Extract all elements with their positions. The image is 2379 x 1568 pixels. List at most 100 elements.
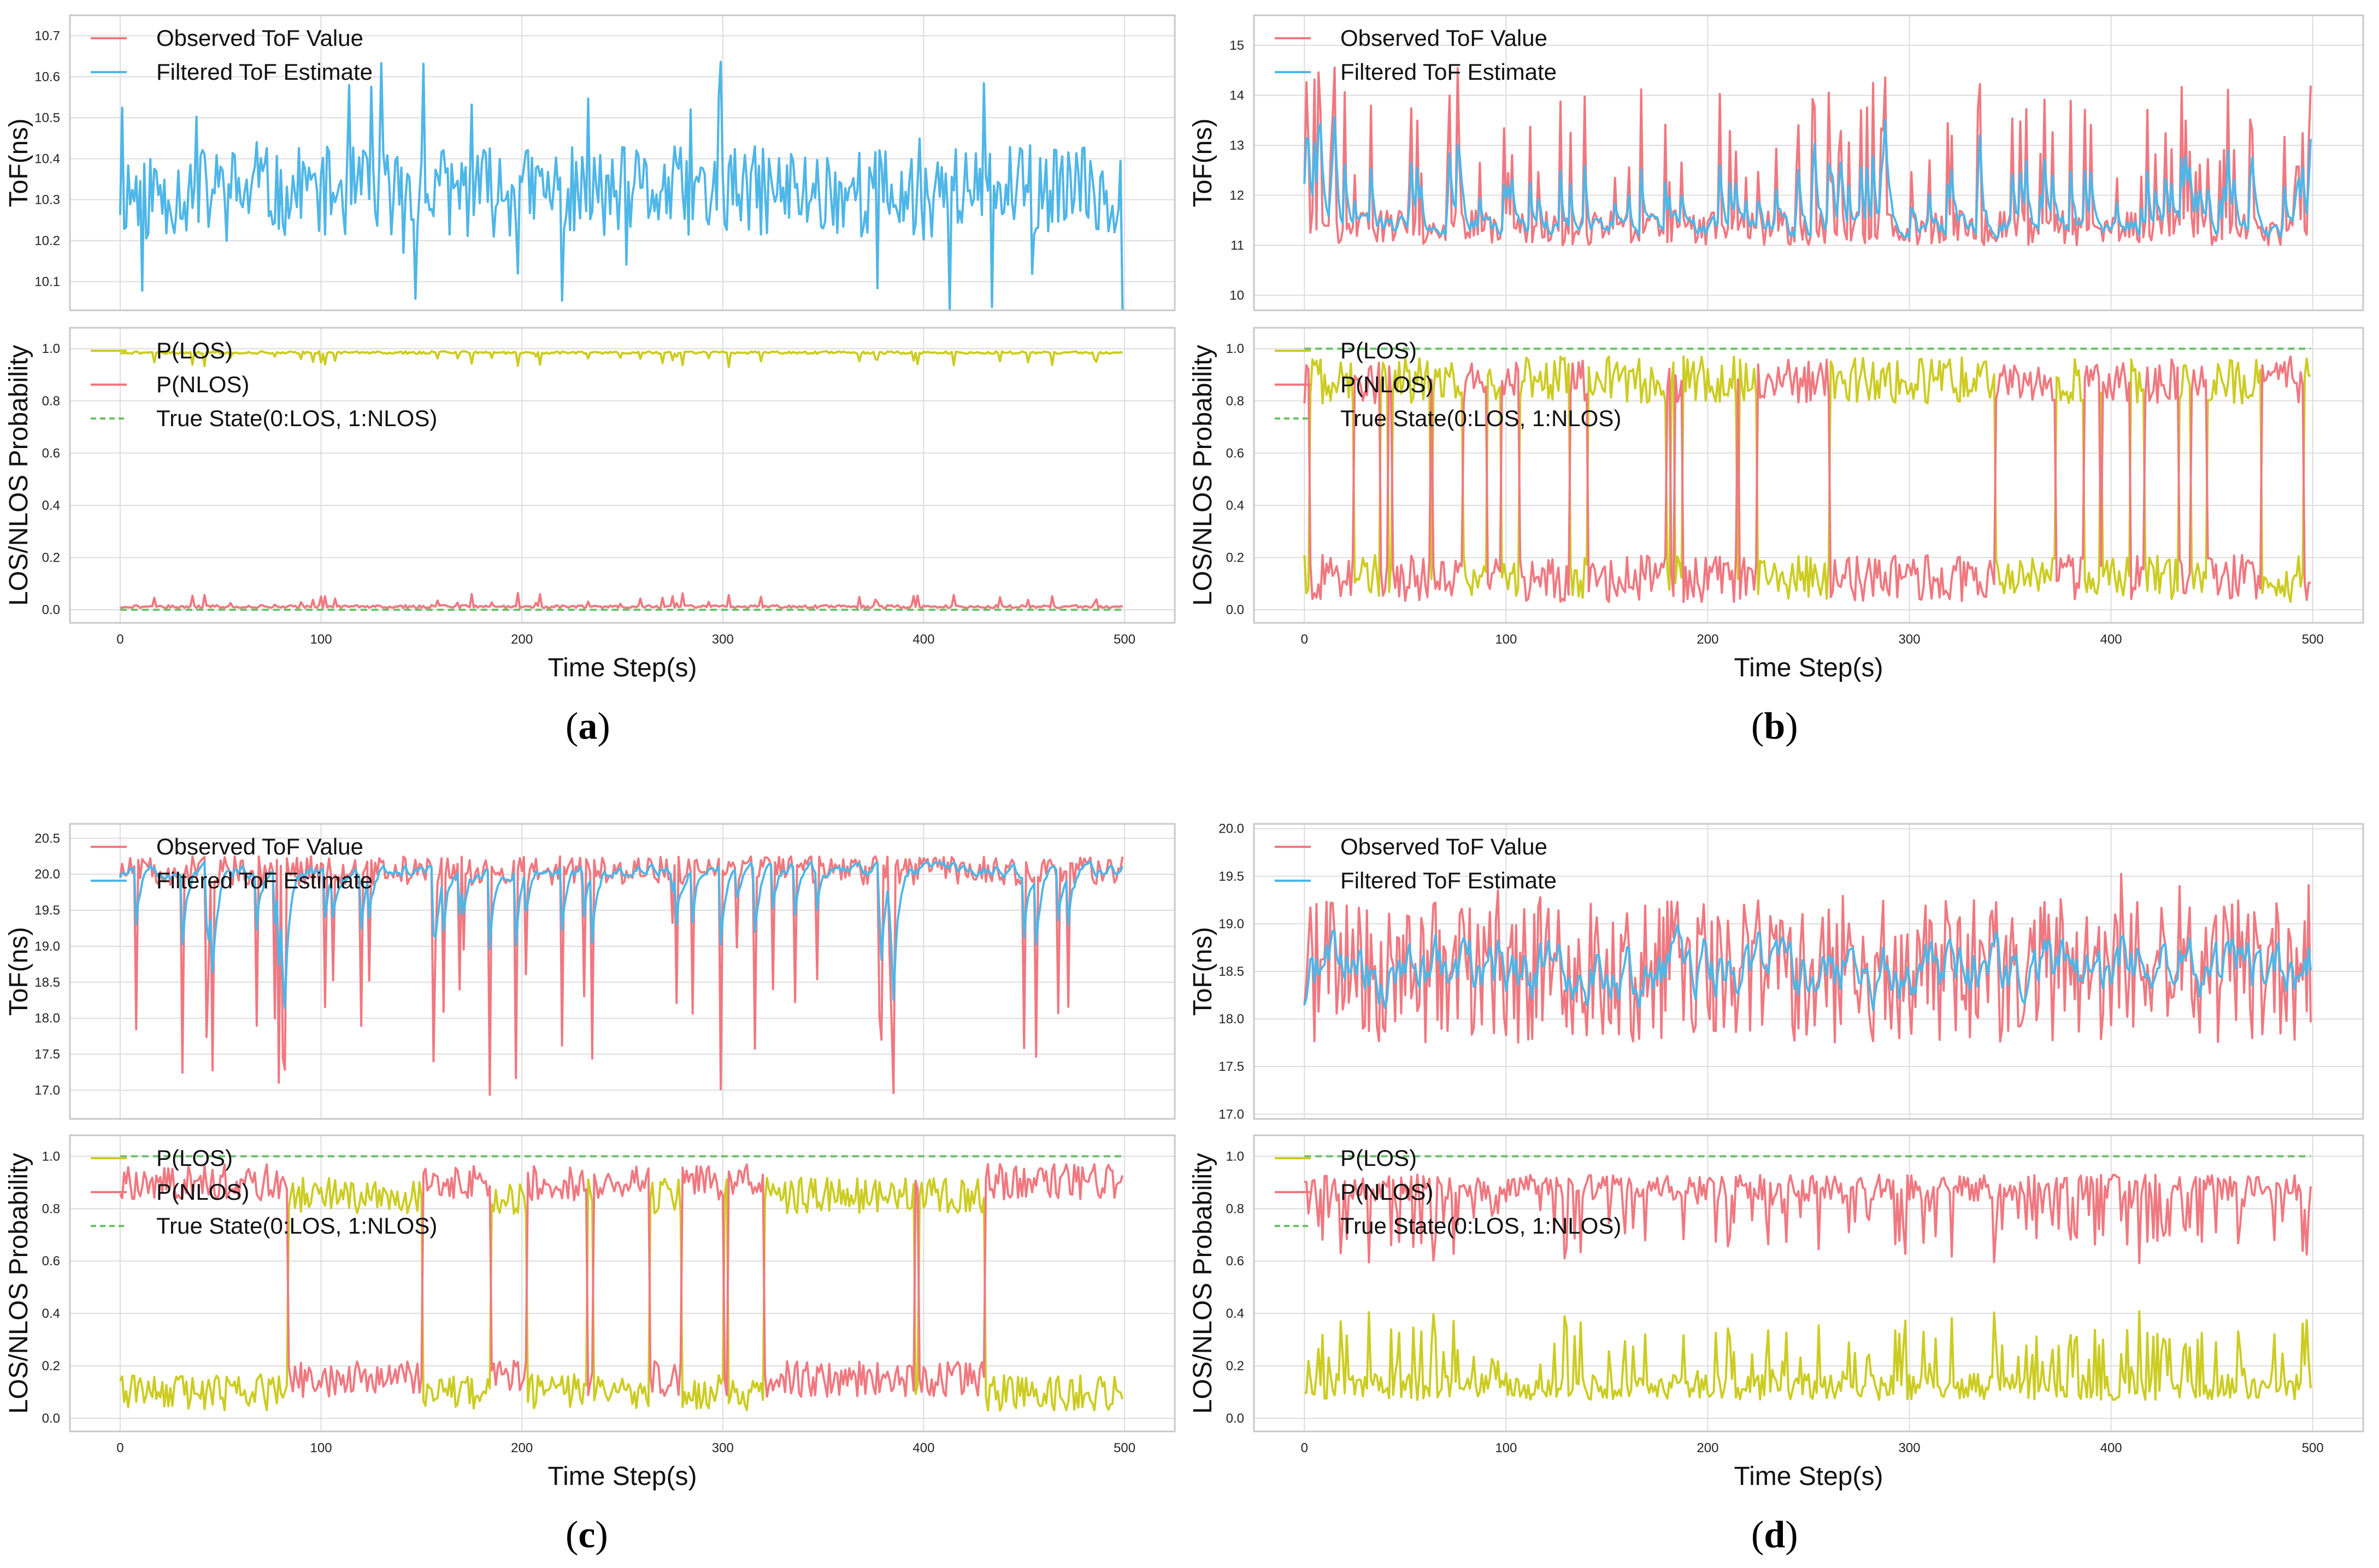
y-tick-label: 10.1 xyxy=(34,275,60,290)
y-tick-label: 0.6 xyxy=(1226,1254,1244,1269)
x-axis-label: Time Step(s) xyxy=(1734,653,1883,682)
x-tick-label: 500 xyxy=(1114,632,1135,647)
y-tick-label: 0.8 xyxy=(42,1201,60,1216)
x-tick-label: 100 xyxy=(310,1441,332,1455)
chart-d-top: 17.0 17.5 18.0 18.5 19.0 19.5 20.0 ToF(ns) Obser… xyxy=(1188,822,2364,1122)
y-tick-label: 1.0 xyxy=(42,1149,60,1164)
y-tick-label: 10 xyxy=(1229,288,1244,303)
grid xyxy=(70,1135,1175,1431)
y-tick-label: 0.8 xyxy=(42,394,60,409)
legend-label: True State(0:LOS, 1:NLOS) xyxy=(1340,1213,1621,1239)
y-tick-label: 14 xyxy=(1229,88,1244,103)
legend: Observed ToF Value Filtered ToF Estimate xyxy=(1275,834,1557,893)
y-tick-label: 0.0 xyxy=(1226,603,1244,617)
x-tick-label: 300 xyxy=(712,632,734,647)
y-tick-label: 18.0 xyxy=(1218,1012,1244,1027)
legend-label: P(NLOS) xyxy=(1340,1179,1433,1205)
legend-label: Observed ToF Value xyxy=(1340,25,1547,51)
series-line-p-nlos- xyxy=(1304,1174,2312,1265)
y-axis-label: ToF(ns) xyxy=(4,119,33,208)
legend-label: P(LOS) xyxy=(156,1145,233,1171)
legend-label: P(NLOS) xyxy=(1340,372,1433,397)
x-tick-label: 200 xyxy=(1697,632,1718,647)
legend-label: Filtered ToF Estimate xyxy=(1340,59,1557,85)
x-tick-label: 500 xyxy=(2302,1441,2324,1455)
series-line-p-los- xyxy=(1304,1310,2312,1401)
y-tick-label: 19.0 xyxy=(1218,917,1244,932)
y-tick-label: 11 xyxy=(1230,238,1244,253)
y-tick-label: 0.6 xyxy=(1226,446,1244,461)
series-line-p-los- xyxy=(120,350,1123,368)
series-line-p-nlos- xyxy=(1303,355,2311,603)
chart-a-top: 10.1 10.2 10.3 10.4 10.5 10.6 10.7 ToF(ns) Obser… xyxy=(4,14,1176,311)
legend-label: True State(0:LOS, 1:NLOS) xyxy=(1340,405,1621,431)
y-tick-label: 15 xyxy=(1229,38,1244,53)
x-tick-label: 0 xyxy=(1301,1441,1308,1455)
y-tick-label: 10.3 xyxy=(34,193,60,208)
legend-label: P(LOS) xyxy=(156,338,233,363)
y-tick-label: 13 xyxy=(1229,138,1244,153)
plot-frame xyxy=(69,327,1176,624)
x-tick-label: 300 xyxy=(712,1441,734,1455)
legend: P(LOS) P(NLOS) True State(0:LOS, 1:NLOS) xyxy=(1275,338,1621,431)
plot-frame xyxy=(1253,1134,2364,1433)
y-tick-label: 0.4 xyxy=(42,498,60,513)
y-tick-label: 0.6 xyxy=(42,1254,60,1269)
legend-label: True State(0:LOS, 1:NLOS) xyxy=(156,405,437,431)
y-tick-label: 10.5 xyxy=(34,111,60,126)
x-tick-label: 500 xyxy=(2302,632,2324,647)
y-tick-label: 17.0 xyxy=(34,1083,60,1098)
y-axis-label: ToF(ns) xyxy=(1188,119,1217,208)
y-tick-label: 1.0 xyxy=(1226,341,1244,356)
x-tick-label: 400 xyxy=(912,1441,934,1455)
legend-label: Observed ToF Value xyxy=(156,25,363,51)
y-tick-label: 17.0 xyxy=(1218,1107,1244,1122)
plot-frame xyxy=(1253,327,2364,624)
y-tick-label: 17.5 xyxy=(1218,1059,1244,1074)
chart-d-bottom: 0.0 0.2 0.4 0.6 0.8 1.0 0 100 200 300 400 500 Time S… xyxy=(1188,1134,2364,1491)
x-axis-label: Time Step(s) xyxy=(1734,1462,1883,1491)
y-tick-label: 19.5 xyxy=(34,903,60,918)
y-axis-label: LOS/NLOS Probability xyxy=(1188,345,1217,606)
panel-label-c: (c) xyxy=(566,1514,608,1556)
y-tick-label: 10.2 xyxy=(34,234,60,249)
legend-label: P(NLOS) xyxy=(156,1179,249,1205)
legend-label: Observed ToF Value xyxy=(1340,834,1547,859)
y-tick-label: 0.0 xyxy=(1226,1411,1244,1426)
y-tick-label: 1.0 xyxy=(1226,1149,1244,1164)
y-tick-label: 19.0 xyxy=(34,939,60,954)
y-axis-label: LOS/NLOS Probability xyxy=(1188,1153,1217,1414)
y-tick-label: 0.4 xyxy=(1226,1306,1244,1321)
x-tick-label: 0 xyxy=(1301,632,1308,647)
panel-label-d: (d) xyxy=(1751,1514,1798,1556)
y-tick-label: 10.6 xyxy=(34,70,60,85)
series-line-observed-tof-value xyxy=(1303,66,2312,246)
x-tick-label: 200 xyxy=(511,1441,533,1455)
y-tick-label: 0.6 xyxy=(42,446,60,461)
series-line-observed-tof-value xyxy=(1303,873,2312,1044)
chart-b-top: 10 11 12 13 14 15 ToF(ns) Observed ToF Value Fil… xyxy=(1188,14,2364,311)
y-axis-label: LOS/NLOS Probability xyxy=(4,1153,33,1414)
grid xyxy=(70,328,1175,623)
legend: Observed ToF Value Filtered ToF Estimate xyxy=(91,25,373,85)
series-line-p-los- xyxy=(1303,355,2311,603)
grid xyxy=(1254,824,2363,1119)
y-tick-label: 10.4 xyxy=(34,152,60,167)
chart-c-top: 17.0 17.5 18.0 18.5 19.0 19.5 20.0 20.5 ToF(ns) O… xyxy=(4,823,1176,1120)
legend-label: P(LOS) xyxy=(1340,1145,1417,1171)
y-tick-label: 0.4 xyxy=(42,1306,60,1321)
series-line-filtered-tof-estimate xyxy=(1303,116,2312,239)
x-axis-label: Time Step(s) xyxy=(548,1462,697,1491)
y-axis-label: ToF(ns) xyxy=(1188,927,1217,1016)
series-line-filtered-tof-estimate xyxy=(119,61,1124,311)
x-tick-label: 200 xyxy=(511,632,533,647)
legend-label: True State(0:LOS, 1:NLOS) xyxy=(156,1213,437,1239)
legend: Observed ToF Value Filtered ToF Estimate xyxy=(1275,25,1557,85)
y-tick-label: 0.0 xyxy=(42,603,60,617)
x-tick-label: 0 xyxy=(116,1441,123,1455)
legend-label: P(LOS) xyxy=(1340,338,1417,363)
legend: P(LOS) P(NLOS) True State(0:LOS, 1:NLOS) xyxy=(91,338,437,431)
y-tick-label: 0.8 xyxy=(1226,394,1244,409)
chart-c-bottom: 0.0 0.2 0.4 0.6 0.8 1.0 0 100 200 300 400 500 Time S… xyxy=(4,1134,1176,1491)
